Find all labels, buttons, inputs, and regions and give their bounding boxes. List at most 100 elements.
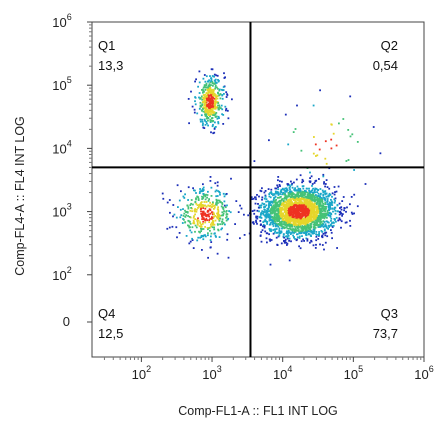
y-tick-base: 10 (52, 268, 66, 283)
event-dot (349, 135, 352, 138)
event-dot (269, 263, 272, 266)
event-dot (295, 189, 298, 192)
event-dot (205, 215, 208, 218)
event-dot (206, 196, 208, 199)
event-dot (192, 203, 194, 206)
event-dot (336, 247, 338, 249)
event-dot (310, 226, 313, 229)
event-dot (211, 206, 213, 208)
event-dot (297, 189, 300, 192)
event-dot (322, 207, 324, 210)
event-dot (211, 111, 213, 114)
event-dot (198, 81, 201, 84)
event-dot (269, 215, 272, 218)
event-dot (210, 102, 213, 105)
event-dot (294, 128, 297, 130)
event-dot (297, 204, 300, 207)
event-dot (202, 218, 205, 221)
event-dot (297, 221, 300, 224)
event-dot (205, 193, 207, 196)
event-dot (288, 223, 290, 226)
event-dot (325, 162, 328, 165)
event-dot (287, 212, 290, 215)
event-dot (192, 216, 195, 219)
event-dot (263, 214, 266, 217)
event-dot (210, 195, 213, 197)
x-tick-label: 106 (414, 364, 433, 382)
event-dot (166, 227, 169, 230)
event-dot (250, 196, 253, 199)
event-dot (207, 213, 210, 216)
event-dot (338, 213, 341, 216)
event-dot (213, 226, 215, 229)
event-dot (307, 210, 309, 212)
event-dot (301, 193, 304, 196)
event-dot (221, 113, 223, 116)
event-dot (215, 106, 218, 109)
event-dot (306, 198, 309, 201)
event-dot (310, 223, 312, 226)
event-dot (293, 232, 295, 234)
event-dot (284, 189, 287, 192)
event-dot (292, 205, 295, 207)
event-dot (296, 233, 299, 236)
event-dot (272, 223, 274, 226)
event-dot (272, 204, 275, 207)
event-dot (208, 198, 210, 200)
event-dot (292, 213, 294, 216)
event-dot (312, 191, 315, 194)
event-dot (217, 213, 219, 216)
event-dot (214, 234, 217, 237)
event-dot (343, 207, 346, 209)
event-dot (251, 221, 254, 224)
event-dot (306, 216, 308, 219)
event-dot (310, 209, 312, 212)
event-dot (202, 238, 205, 241)
event-dot (198, 225, 201, 228)
event-dot (193, 215, 195, 218)
event-dot (324, 201, 327, 204)
event-dot (289, 233, 292, 235)
event-dot (320, 196, 322, 199)
event-dot (290, 225, 293, 228)
event-dot (277, 225, 279, 228)
event-dot (225, 215, 228, 218)
event-dot (267, 188, 270, 190)
event-dot (341, 214, 343, 217)
event-dot (275, 236, 278, 239)
event-dot (210, 218, 213, 220)
event-dot (290, 180, 292, 183)
event-dot (189, 216, 192, 219)
event-dot (261, 198, 263, 201)
event-dot (213, 73, 216, 76)
event-dot (215, 198, 218, 201)
event-dot (293, 225, 296, 228)
event-dot (324, 207, 327, 210)
event-dot (310, 194, 313, 197)
event-dot (197, 196, 200, 199)
event-dot (260, 190, 263, 193)
event-dot (310, 219, 313, 222)
event-dot (198, 70, 201, 73)
event-dot (339, 207, 341, 209)
event-dot (334, 212, 337, 215)
event-dot (333, 207, 336, 210)
event-dot (294, 198, 296, 201)
event-dot (331, 204, 334, 206)
event-dot (212, 201, 214, 204)
event-dot (356, 141, 359, 143)
event-dot (309, 180, 312, 183)
event-dot (286, 206, 289, 209)
event-dot (214, 116, 217, 118)
event-dot (266, 232, 269, 235)
event-dot (274, 228, 277, 231)
event-dot (290, 208, 292, 211)
event-dot (275, 222, 278, 225)
event-dot (317, 189, 320, 191)
event-dot (318, 208, 321, 210)
event-dot (191, 105, 194, 108)
event-dot (205, 84, 208, 87)
event-dot (291, 230, 294, 233)
event-dot (334, 200, 336, 202)
event-dot (299, 199, 302, 201)
